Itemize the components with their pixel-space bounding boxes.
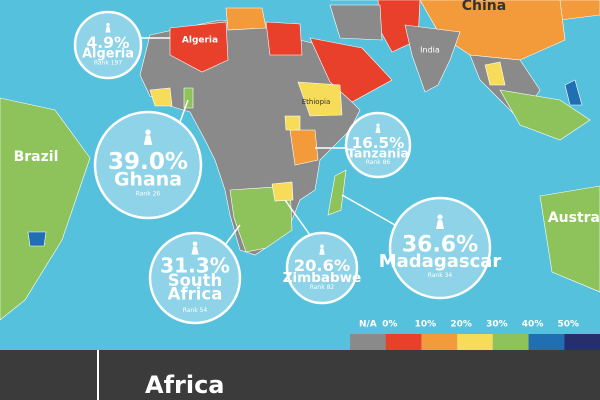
ethiopia <box>297 81 343 117</box>
map-label: China <box>462 0 506 14</box>
australia <box>539 185 600 293</box>
callout-circle <box>148 231 242 325</box>
callout-country: Ghana <box>114 168 182 190</box>
callout-rank: Rank 54 <box>183 307 208 314</box>
map-labels: China India Brazil Algeria Ethiopia Aust… <box>14 0 600 226</box>
zimbabwe <box>271 181 294 202</box>
callout-percent: 16.5% <box>352 134 405 152</box>
legend-label: N/A <box>359 320 377 330</box>
icon-head <box>106 22 110 27</box>
uruguay <box>27 231 47 247</box>
west-africa <box>149 87 173 107</box>
callout-rank: Rank 86 <box>366 159 391 166</box>
leader-line <box>224 224 241 246</box>
callout-rank: Rank 82 <box>310 284 335 291</box>
brazil <box>0 97 91 321</box>
callout-country: South <box>168 271 223 290</box>
legend-swatch <box>385 334 422 350</box>
leader-line <box>284 199 311 236</box>
icon-body <box>375 127 381 133</box>
algeria <box>169 21 229 73</box>
legend-swatch <box>350 334 386 350</box>
leader-line <box>341 194 396 226</box>
legend-label: 0% <box>382 320 397 330</box>
icon-body <box>105 26 111 33</box>
icon-body <box>436 220 444 229</box>
callout-circle <box>388 196 492 300</box>
footer <box>0 350 600 400</box>
icon-head <box>145 129 151 135</box>
callout-country: Zimbabwe <box>283 270 362 286</box>
callout-percent: 39.0% <box>108 149 188 175</box>
callout-rank: Rank 197 <box>94 60 123 67</box>
map-label: India <box>420 46 440 55</box>
callout-circle <box>93 110 203 220</box>
icon-head <box>376 123 380 127</box>
map <box>0 0 600 321</box>
callout-rank: Rank 26 <box>136 191 161 198</box>
callout-percent: 20.6% <box>294 256 350 275</box>
legend-label: 50% <box>558 320 580 330</box>
icon-body <box>319 248 325 255</box>
map-label: Brazil <box>14 149 59 165</box>
kenya <box>284 115 301 131</box>
icon-head <box>437 214 443 220</box>
middle-east <box>329 4 383 41</box>
legend-label: 30% <box>486 320 508 330</box>
callout-country: Algeria <box>82 47 134 62</box>
icon-body <box>143 135 153 145</box>
legend-swatch <box>492 334 529 350</box>
madagascar <box>327 169 347 216</box>
map-label: Algeria <box>182 36 218 46</box>
egypt <box>265 21 303 56</box>
legend-swatch <box>528 334 565 350</box>
laos <box>484 61 506 86</box>
tanzania <box>289 129 319 166</box>
arabia <box>309 37 393 103</box>
callout-rank: Rank 34 <box>428 272 453 279</box>
map-label: Ethiopia <box>302 98 331 106</box>
legend-swatch <box>421 334 458 350</box>
icon-head <box>320 244 324 249</box>
callout-percent: 4.9% <box>86 34 130 52</box>
callout-country: Africa <box>168 285 223 304</box>
legend: N/A 0% 10% 20% 30% 40% 50% <box>350 320 600 350</box>
italy <box>225 7 267 31</box>
legend-label: 10% <box>415 320 437 330</box>
legend-swatch <box>457 334 493 350</box>
legend-label: 40% <box>522 320 544 330</box>
indonesia <box>499 89 591 141</box>
footer-title: Africa <box>145 371 225 399</box>
callout-percent: 36.6% <box>402 233 478 258</box>
philippines <box>564 79 583 106</box>
callout-country: Tanzania <box>347 145 409 160</box>
callout-percent: 31.3% <box>160 253 230 277</box>
legend-swatch <box>564 334 600 350</box>
callout-circle <box>344 111 412 179</box>
legend-label: 20% <box>450 320 472 330</box>
callout-circle <box>285 231 359 305</box>
map-label: Austra <box>548 210 600 226</box>
callout-country: Madagascar <box>379 251 502 272</box>
ghana <box>183 87 194 109</box>
icon-head <box>192 241 198 247</box>
icon-body <box>191 246 199 255</box>
callout-circle <box>73 10 143 80</box>
leader-line <box>179 99 189 123</box>
india <box>404 24 461 93</box>
